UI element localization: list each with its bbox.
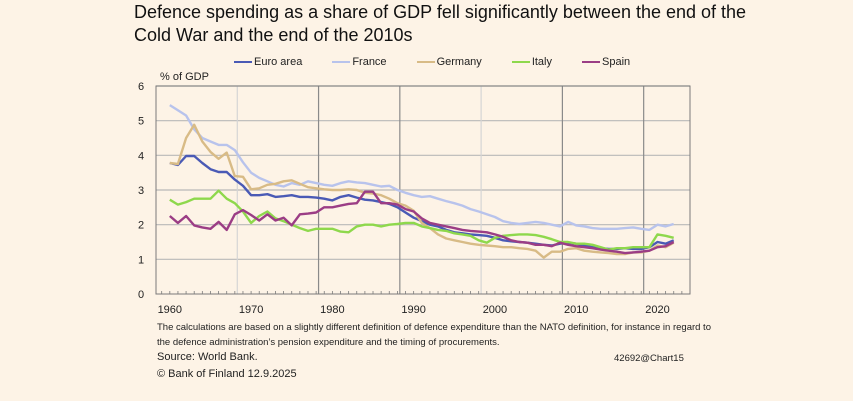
legend-label-italy: Italy [531,56,552,68]
x-tick-label: 1960 [158,304,182,316]
legend-swatch-germany [416,61,435,63]
series-lines [169,104,675,259]
legend-item-italy: Italy [511,55,552,69]
legend-item-euro-area: Euro area [234,55,302,69]
y-tick-label: 2 [138,220,144,232]
x-axis-ticks: 1960 1970 1980 1990 2000 2010 2020 [158,291,691,316]
x-tick-label: 2010 [564,304,588,316]
legend-swatch-france [332,61,351,63]
x-tick-label: 2020 [645,304,669,316]
legend-swatch-euro-area [234,61,252,63]
y-tick-label: 6 [138,81,144,93]
chart-note: The calculations are based on a slightly… [157,322,711,348]
y-tick-label: 1 [138,254,144,266]
y-axis-ticks: 0 1 2 3 4 5 6 [138,81,144,301]
series-line-france [169,104,675,232]
legend-label-germany: Germany [436,56,482,68]
series-line-germany [169,123,675,259]
y-tick-label: 5 [138,116,144,128]
chart-id: 42692@Chart15 [614,353,684,364]
legend-item-spain: Spain [582,55,630,69]
legend-swatch-italy [511,61,530,63]
y-tick-label: 4 [138,150,144,162]
legend-label-spain: Spain [602,56,631,68]
y-tick-label: 3 [138,185,144,197]
legend-label-france: France [352,56,387,68]
legend-label-euro-area: Euro area [254,56,303,68]
x-tick-label: 1970 [239,304,263,316]
x-tick-label: 1990 [401,304,425,316]
gridlines [156,85,690,294]
legend-swatch-spain [582,61,600,63]
x-tick-label: 2000 [483,304,507,316]
x-tick-label: 1980 [320,304,344,316]
series-line-euro-area [169,154,675,251]
chart-title: Defence spending as a share of GDP fell … [134,2,747,45]
series-line-italy [169,189,674,251]
copyright: © Bank of Finland 12.9.2025 [157,368,297,380]
chart-source: Source: World Bank. [157,351,258,363]
y-tick-label: 0 [138,289,144,301]
y-axis-label: % of GDP [160,71,209,83]
series-line-spain [169,190,675,255]
legend-item-france: France [332,55,387,69]
legend-item-germany: Germany [416,55,482,69]
plot-frame [155,85,691,295]
chart-legend: Euro area France Germany Italy Spain [234,55,652,69]
